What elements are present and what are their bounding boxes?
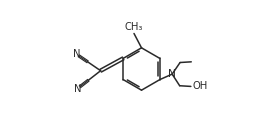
Text: CH₃: CH₃ <box>124 22 143 32</box>
Text: N: N <box>74 84 82 94</box>
Text: N: N <box>73 49 80 59</box>
Text: OH: OH <box>193 81 208 91</box>
Text: N: N <box>168 69 176 79</box>
